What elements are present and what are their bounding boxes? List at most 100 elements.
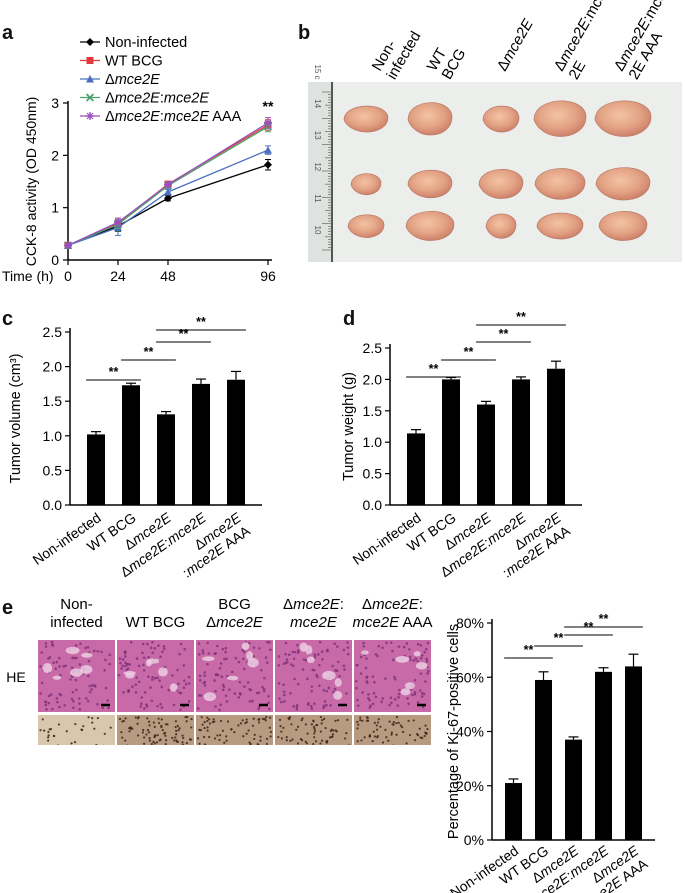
nucleus	[173, 739, 176, 742]
nucleus	[342, 648, 346, 652]
nucleus	[302, 658, 306, 661]
bar-3	[512, 379, 530, 505]
tissue-column-header-2: BCG	[218, 596, 251, 613]
nucleus	[247, 729, 250, 732]
nucleus	[161, 650, 164, 654]
nucleus	[123, 650, 127, 654]
lumen	[299, 642, 308, 652]
nucleus	[177, 729, 180, 732]
y-tick-label: 2.0	[363, 371, 383, 387]
nucleus	[313, 732, 316, 735]
nucleus	[198, 674, 202, 678]
lumen	[241, 642, 250, 651]
nucleus	[282, 726, 285, 729]
nucleus	[373, 735, 377, 738]
nucleus	[395, 722, 398, 725]
nucleus	[221, 688, 225, 692]
nucleus	[127, 688, 130, 692]
nucleus	[384, 728, 387, 731]
nucleus	[129, 640, 133, 644]
nucleus	[175, 740, 179, 743]
nucleus	[259, 739, 262, 742]
tumor	[407, 169, 453, 199]
significance-label: **	[599, 612, 609, 626]
nucleus	[409, 658, 412, 662]
nucleus	[408, 655, 412, 659]
tissue-background	[117, 715, 194, 745]
nucleus	[257, 691, 261, 695]
nucleus	[279, 725, 282, 728]
nucleus	[310, 685, 314, 688]
nucleus	[264, 656, 268, 659]
nucleus	[390, 731, 393, 734]
bar-4	[227, 379, 245, 505]
nucleus	[230, 728, 233, 731]
nucleus	[282, 662, 286, 665]
nucleus	[313, 729, 317, 733]
y-tick-label: 1.0	[43, 428, 63, 444]
nucleus	[120, 667, 123, 670]
nucleus	[346, 718, 349, 721]
nucleus	[190, 726, 193, 729]
nucleus	[216, 673, 220, 677]
tumor	[405, 211, 455, 241]
nucleus	[125, 663, 129, 666]
bar-4	[625, 666, 642, 840]
tissue-tile	[354, 715, 431, 745]
nucleus	[335, 645, 339, 648]
nucleus	[381, 646, 384, 650]
significance-label: **	[554, 631, 564, 645]
nucleus	[397, 692, 401, 696]
nucleus	[369, 704, 372, 708]
nucleus	[423, 734, 426, 738]
ruler-label: 15 c	[313, 64, 322, 79]
photo-column-header-line: 2E	[565, 58, 589, 82]
nucleus	[322, 688, 326, 692]
nucleus	[203, 726, 206, 730]
nucleus	[96, 716, 100, 720]
nucleus	[103, 732, 106, 735]
nucleus	[265, 737, 269, 740]
lumen	[158, 667, 168, 677]
nucleus	[222, 685, 226, 689]
nucleus	[160, 718, 163, 721]
nucleus	[398, 688, 401, 692]
bar-3	[595, 671, 612, 840]
nucleus	[262, 689, 266, 693]
nucleus	[109, 726, 112, 729]
nucleus	[69, 678, 72, 681]
nucleus	[421, 736, 424, 740]
y-axis-title: Tumor volume (cm³)	[8, 354, 24, 484]
lumen	[70, 668, 84, 677]
nucleus	[84, 646, 87, 650]
nucleus	[385, 736, 388, 739]
nucleus	[181, 743, 184, 745]
y-tick-label: 1	[51, 200, 59, 216]
nucleus	[362, 645, 366, 648]
nucleus	[151, 675, 154, 679]
nucleus	[267, 701, 270, 705]
x-tick-label: 24	[110, 268, 126, 284]
nucleus	[147, 731, 151, 734]
nucleus	[265, 661, 269, 664]
nucleus	[92, 649, 96, 653]
tumor	[533, 100, 587, 137]
nucleus	[345, 732, 348, 735]
nucleus	[175, 733, 178, 736]
tissue-tile	[354, 640, 431, 712]
nucleus	[91, 684, 94, 687]
nucleus	[187, 682, 191, 685]
nucleus	[291, 650, 295, 654]
nucleus	[295, 707, 299, 711]
nucleus	[412, 659, 416, 662]
nucleus	[93, 684, 96, 687]
nucleus	[306, 677, 309, 681]
nucleus	[425, 657, 428, 661]
nucleus	[346, 641, 349, 644]
nucleus	[157, 644, 160, 647]
nucleus	[371, 739, 374, 743]
nucleus	[143, 736, 146, 739]
nucleus	[213, 720, 216, 723]
nucleus	[159, 702, 162, 706]
nucleus	[214, 689, 217, 693]
